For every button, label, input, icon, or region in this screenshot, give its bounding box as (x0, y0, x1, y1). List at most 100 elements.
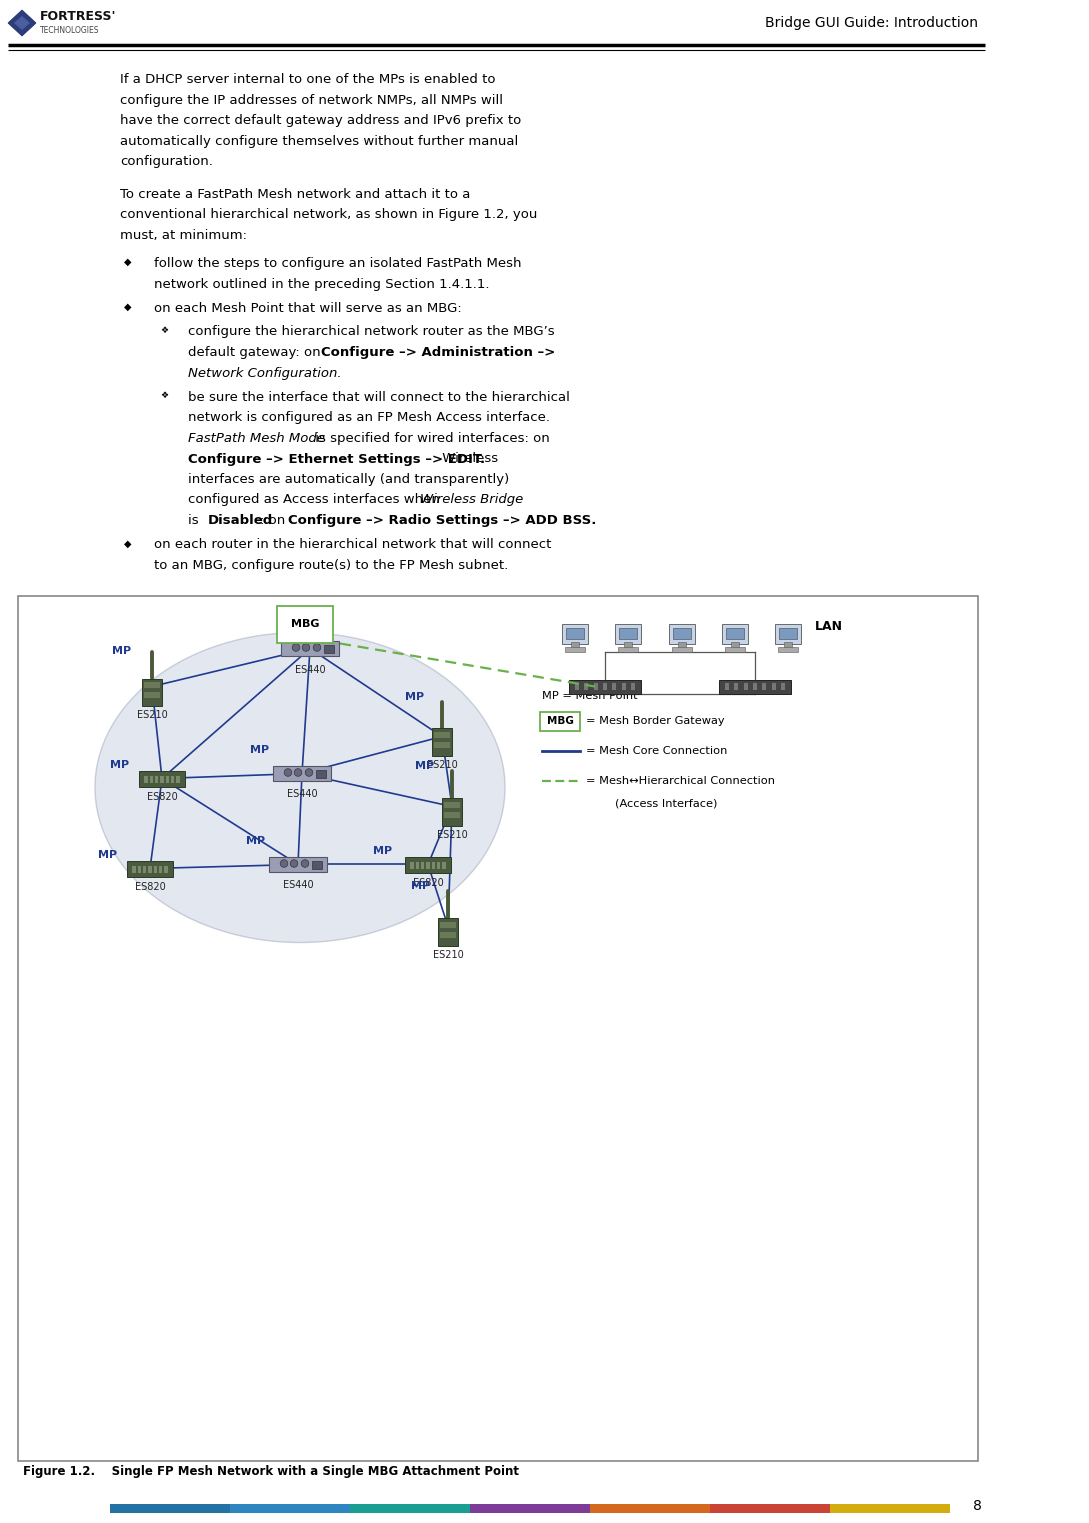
Bar (722, 623, 748, 644)
Bar (725, 684, 729, 690)
Bar (132, 867, 136, 874)
Text: MP: MP (246, 836, 265, 847)
Text: interfaces are automatically (and transparently): interfaces are automatically (and transp… (188, 474, 510, 486)
Ellipse shape (95, 632, 505, 943)
Bar (281, 641, 339, 656)
Text: Configure –> Radio Settings –> ADD BSS.: Configure –> Radio Settings –> ADD BSS. (287, 513, 597, 527)
Bar (575, 684, 579, 690)
Circle shape (284, 769, 292, 777)
Text: FORTRESS': FORTRESS' (40, 9, 117, 23)
Bar (778, 647, 798, 652)
Polygon shape (14, 17, 30, 30)
Bar (149, 777, 154, 783)
Bar (631, 684, 635, 690)
Circle shape (314, 644, 321, 652)
Text: configure the hierarchical network router as the MBG’s: configure the hierarchical network route… (188, 326, 554, 338)
Bar (612, 684, 616, 690)
Bar (316, 771, 326, 778)
Bar (562, 623, 588, 644)
Circle shape (290, 859, 297, 867)
Text: : on: : on (260, 513, 290, 527)
Text: configure the IP addresses of network NMPs, all NMPs will: configure the IP addresses of network NM… (120, 93, 503, 107)
Text: ES440: ES440 (283, 880, 314, 891)
Text: FastPath Mesh Mode: FastPath Mesh Mode (188, 433, 325, 445)
Circle shape (302, 859, 309, 867)
Text: 8: 8 (974, 1499, 982, 1512)
Bar (617, 647, 638, 652)
Text: ◆: ◆ (124, 539, 132, 548)
Bar (160, 777, 163, 783)
Text: Figure 1.2.    Single FP Mesh Network with a Single MBG Attachment Point: Figure 1.2. Single FP Mesh Network with … (23, 1465, 519, 1477)
Text: ES440: ES440 (295, 666, 326, 676)
Bar (435, 743, 450, 748)
Bar (619, 627, 637, 640)
Text: on each Mesh Point that will serve as an MBG:: on each Mesh Point that will serve as an… (154, 302, 462, 315)
Bar (176, 777, 180, 783)
Text: Bridge GUI Guide: Introduction: Bridge GUI Guide: Introduction (764, 17, 978, 30)
Bar (143, 867, 146, 874)
Bar (440, 932, 456, 938)
Bar (470, 1505, 590, 1512)
Text: network is configured as an FP Mesh Access interface.: network is configured as an FP Mesh Acce… (188, 411, 550, 425)
Text: = Mesh↔Hierarchical Connection: = Mesh↔Hierarchical Connection (586, 777, 775, 786)
Bar (540, 711, 580, 731)
Bar (615, 623, 641, 644)
Bar (273, 766, 331, 781)
Bar (435, 733, 450, 739)
Bar (710, 1505, 830, 1512)
Text: configuration.: configuration. (120, 155, 212, 168)
Text: MP: MP (405, 691, 425, 702)
Bar (432, 728, 452, 757)
Text: ES210: ES210 (432, 950, 464, 961)
Bar (678, 643, 686, 649)
Bar (155, 777, 159, 783)
Text: TECHNOLOGIES: TECHNOLOGIES (40, 26, 99, 35)
Text: ❖: ❖ (160, 391, 168, 401)
Bar (775, 623, 802, 644)
Text: ◆: ◆ (124, 257, 132, 267)
Bar (144, 777, 148, 783)
Text: Disabled: Disabled (208, 513, 273, 527)
Bar (110, 1505, 230, 1512)
Text: MP = Mesh Point: MP = Mesh Point (542, 691, 638, 702)
Bar (325, 646, 334, 653)
Text: conventional hierarchical network, as shown in Figure 1.2, you: conventional hierarchical network, as sh… (120, 209, 537, 221)
Bar (442, 798, 462, 827)
Bar (444, 803, 460, 809)
Text: MP: MP (415, 762, 435, 772)
Bar (127, 862, 173, 877)
Bar (269, 857, 327, 873)
Bar (350, 1505, 470, 1512)
Bar (166, 777, 169, 783)
Text: LAN: LAN (815, 620, 843, 634)
Bar (416, 862, 419, 870)
Bar (784, 643, 792, 649)
Bar (571, 643, 579, 649)
Bar (440, 923, 456, 929)
Circle shape (303, 644, 309, 652)
Bar (830, 1505, 950, 1512)
Bar (566, 627, 584, 640)
Polygon shape (8, 11, 36, 37)
Text: ❖: ❖ (160, 326, 168, 335)
Text: Configure –> Ethernet Settings –> EDIT.: Configure –> Ethernet Settings –> EDIT. (188, 452, 485, 466)
Bar (405, 857, 451, 874)
Bar (164, 867, 168, 874)
Text: be sure the interface that will connect to the hierarchical: be sure the interface that will connect … (188, 391, 570, 404)
Bar (144, 693, 160, 699)
Bar (603, 684, 607, 690)
Text: is specified for wired interfaces: on: is specified for wired interfaces: on (311, 433, 550, 445)
Text: MP: MP (412, 882, 430, 891)
Text: ES820: ES820 (135, 882, 166, 892)
Bar (144, 682, 160, 688)
Text: (Access Interface): (Access Interface) (586, 798, 718, 809)
Text: configured as Access interfaces when: configured as Access interfaces when (188, 493, 444, 507)
Text: on each router in the hierarchical network that will connect: on each router in the hierarchical netwo… (154, 539, 551, 551)
Bar (313, 862, 322, 870)
Text: Network Configuration.: Network Configuration. (188, 367, 342, 379)
Circle shape (292, 644, 299, 652)
Bar (744, 684, 748, 690)
Bar (624, 643, 632, 649)
Text: must, at minimum:: must, at minimum: (120, 228, 247, 242)
Text: default gateway: on: default gateway: on (188, 346, 325, 359)
